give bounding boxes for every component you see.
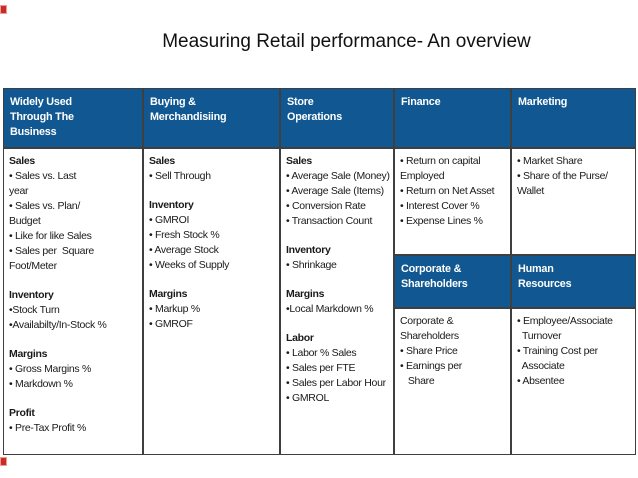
metric-item: • Return on Net Asset: [400, 185, 495, 197]
metric-item: • Labor % Sales: [286, 347, 357, 359]
section-header-human-resources: Human Resources: [511, 255, 636, 308]
metric-item: Share: [400, 375, 435, 387]
cell-business-metrics: Sales • Sales vs. Last year • Sales vs. Pla…: [3, 148, 143, 455]
line-gap: [286, 317, 390, 331]
metric-item: • Return on capital: [400, 155, 481, 167]
red-edge-mark-bottom: [0, 457, 7, 466]
metric-group-heading: Sales: [9, 155, 35, 167]
page-title: Measuring Retail performance- An overvie…: [162, 31, 531, 52]
metric-item: • Share Price: [400, 345, 458, 357]
line-gap: [149, 273, 276, 287]
metric-item: • Sales per FTE: [286, 362, 356, 374]
column-header-store-operations: Store Operations: [280, 88, 394, 148]
metric-item: Wallet: [517, 185, 544, 197]
metric-group-heading: Sales: [286, 155, 312, 167]
metric-item: • Fresh Stock %: [149, 229, 220, 241]
cell-marketing-metrics: • Market Share • Share of the Purse/Walle…: [511, 148, 636, 255]
metric-item: • GMROF: [149, 318, 193, 330]
metric-item: • Like for like Sales: [9, 230, 92, 242]
section-header-corporate-shareholders: Corporate & Shareholders: [394, 255, 511, 308]
line-gap: [286, 229, 390, 243]
metric-item: • Conversion Rate: [286, 200, 366, 212]
metric-item: • Sales per Labor Hour: [286, 377, 386, 389]
metric-group-heading: Profit: [9, 407, 35, 419]
metric-item: • GMROL: [286, 392, 329, 404]
column-header-widely-used: Widely Used Through The Business: [3, 88, 143, 148]
metric-item: • Pre-Tax Profit %: [9, 422, 87, 434]
metric-item: • Average Sale (Items): [286, 185, 384, 197]
metric-item: • GMROI: [149, 214, 190, 226]
metric-item: Foot/Meter: [9, 260, 57, 272]
metric-item: •Stock Turn: [9, 304, 60, 316]
metric-item: • Average Stock: [149, 244, 219, 256]
metric-item: • Sales vs. Last: [9, 170, 77, 182]
metric-item: Turnover: [517, 330, 562, 342]
metric-item: • Markdown %: [9, 378, 73, 390]
column-header-finance: Finance: [394, 88, 511, 148]
metric-group-heading: Inventory: [286, 244, 331, 256]
metric-group-heading: Inventory: [9, 289, 54, 301]
cell-human-resources-metrics: • Employee/Associate Turnover • Training …: [511, 308, 636, 455]
metric-item: • Gross Margins %: [9, 363, 92, 375]
metric-group-heading: Margins: [149, 288, 188, 300]
cell-corporate-shareholders-metrics: Corporate & Shareholders • Share Price • Ea…: [394, 308, 511, 455]
metric-group-heading: Inventory: [149, 199, 194, 211]
cell-finance-metrics: • Return on capital Employed • Return on N…: [394, 148, 511, 255]
metric-item: • Training Cost per: [517, 345, 598, 357]
metric-group-heading: Labor: [286, 332, 314, 344]
metric-item: • Weeks of Supply: [149, 259, 230, 271]
metric-group-heading: Sales: [149, 155, 175, 167]
column-header-buying-merchandising: Buying & Merchandisiing: [143, 88, 280, 148]
metric-item: • Sell Through: [149, 170, 211, 182]
metric-item: Associate: [517, 360, 565, 372]
metric-group-heading: Margins: [286, 288, 325, 300]
metric-item: year: [9, 185, 29, 197]
line-gap: [9, 333, 139, 347]
column-header-marketing: Marketing: [511, 88, 636, 148]
metrics-table: Widely Used Through The Business Buying …: [3, 88, 636, 455]
line-gap: [9, 392, 139, 406]
metric-item: Budget: [9, 215, 41, 227]
metric-item: Shareholders: [400, 330, 459, 342]
metric-item: • Transaction Count: [286, 215, 373, 227]
red-edge-mark-top: [0, 5, 7, 14]
cell-buying-metrics: Sales • Sell Through Inventory • GMROI • Fre…: [143, 148, 280, 455]
metric-item: • Earnings per: [400, 360, 462, 372]
metric-item: •Local Markdown %: [286, 303, 374, 315]
line-gap: [9, 274, 139, 288]
line-gap: [286, 273, 390, 287]
metric-item: • Share of the Purse/: [517, 170, 608, 182]
metric-item: •Availabilty/In-Stock %: [9, 319, 107, 331]
metric-item: • Average Sale (Money): [286, 170, 390, 182]
metric-item: • Absentee: [517, 375, 565, 387]
metric-item: • Shrinkage: [286, 259, 337, 271]
cell-store-operations-metrics: Sales • Average Sale (Money) • Average Sal…: [280, 148, 394, 455]
line-gap: [149, 184, 276, 198]
metric-group-heading: Margins: [9, 348, 48, 360]
metric-item: • Interest Cover %: [400, 200, 480, 212]
metric-item: Employed: [400, 170, 445, 182]
metric-item: • Employee/Associate: [517, 315, 613, 327]
metric-item: • Markup %: [149, 303, 200, 315]
metric-item: Corporate &: [400, 315, 454, 327]
metric-item: • Market Share: [517, 155, 583, 167]
metric-item: • Sales vs. Plan/: [9, 200, 80, 212]
metric-item: • Sales per Square: [9, 245, 94, 257]
metric-item: • Expense Lines %: [400, 215, 483, 227]
